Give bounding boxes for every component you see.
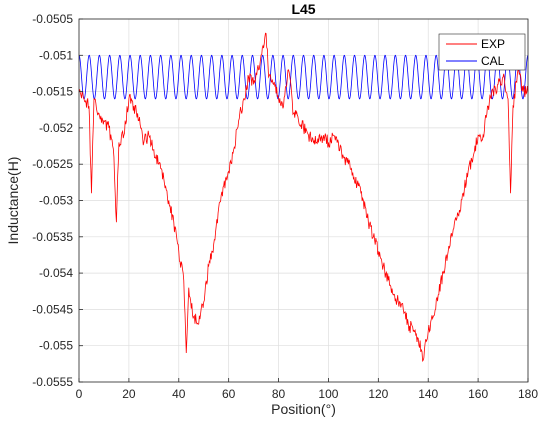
x-tick-label: 180 [518,387,538,401]
chart-title: L45 [291,1,315,17]
x-tick-label: 0 [76,387,83,401]
y-tick-label: -0.052 [39,121,73,135]
x-tick-label: 40 [172,387,186,401]
y-tick-label: -0.051 [39,48,73,62]
y-tick-label: -0.0545 [32,302,73,316]
y-tick-label: -0.0515 [32,85,73,99]
series-exp-line [78,32,529,362]
x-tick-label: 20 [122,387,136,401]
legend-label-cal: CAL [481,54,505,68]
legend-label-exp: EXP [481,37,505,51]
y-tick-label: -0.055 [39,339,73,353]
y-tick-label: -0.0555 [32,375,73,389]
legend-box [438,33,526,71]
y-tick-label: -0.053 [39,194,73,208]
y-axis-label: Inductance(H) [5,157,21,245]
legend: EXP CAL [438,33,526,71]
y-tick-label: -0.0525 [32,157,73,171]
series-cal-line [78,54,529,100]
series-layer [78,32,529,362]
x-tick-label: 80 [272,387,286,401]
ticks: 0 20 40 60 80 100 120 140 160 180 -0.0555 -0.055 -0.… [32,12,538,401]
x-tick-label: 60 [222,387,236,401]
x-tick-label: 140 [418,387,438,401]
y-tick-label: -0.0505 [32,12,73,26]
y-tick-label: -0.0535 [32,230,73,244]
y-tick-label: -0.054 [39,266,73,280]
x-axis-label: Position(°) [271,401,336,417]
x-tick-label: 160 [468,387,488,401]
x-tick-label: 120 [368,387,388,401]
x-tick-label: 100 [318,387,338,401]
